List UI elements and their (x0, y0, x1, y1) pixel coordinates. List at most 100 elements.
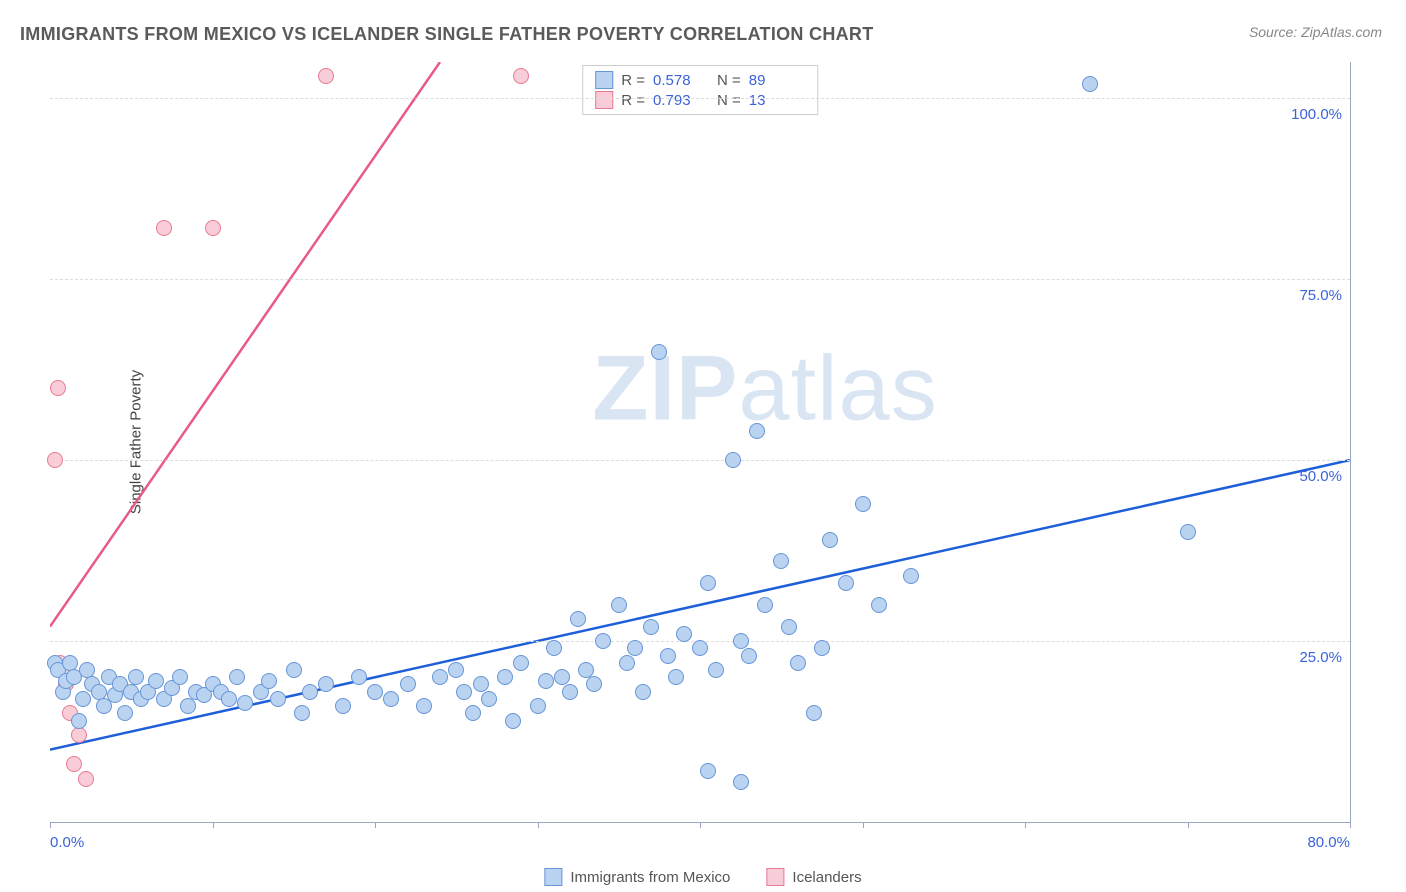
legend-R-label: R = (621, 72, 645, 89)
y-tick-label: 50.0% (1299, 468, 1342, 485)
scatter-point (822, 532, 838, 548)
scatter-point (286, 662, 302, 678)
scatter-point (117, 705, 133, 721)
scatter-point (586, 676, 602, 692)
scatter-point (473, 676, 489, 692)
legend-label: Icelanders (792, 869, 861, 886)
legend-swatch (595, 91, 613, 109)
scatter-point (635, 684, 651, 700)
scatter-point (733, 633, 749, 649)
scatter-point (497, 669, 513, 685)
scatter-point (790, 655, 806, 671)
legend-swatch (544, 868, 562, 886)
scatter-point (838, 575, 854, 591)
legend-N-value: 13 (749, 92, 805, 109)
x-tick-mark (213, 822, 214, 828)
scatter-point (261, 673, 277, 689)
scatter-point (1180, 524, 1196, 540)
scatter-point (562, 684, 578, 700)
scatter-point (676, 626, 692, 642)
source-attribution: Source: ZipAtlas.com (1249, 24, 1382, 40)
scatter-point (814, 640, 830, 656)
scatter-point (871, 597, 887, 613)
scatter-point (318, 676, 334, 692)
legend-R-value: 0.793 (653, 92, 709, 109)
scatter-point (595, 633, 611, 649)
scatter-point (903, 568, 919, 584)
x-tick-mark (538, 822, 539, 828)
scatter-point (302, 684, 318, 700)
scatter-point (692, 640, 708, 656)
y-tick-label: 25.0% (1299, 649, 1342, 666)
scatter-point (172, 669, 188, 685)
scatter-point (128, 669, 144, 685)
correlation-legend: R = 0.578 N = 89 R = 0.793 N = 13 (582, 65, 818, 115)
x-tick-mark (1025, 822, 1026, 828)
scatter-point (781, 619, 797, 635)
scatter-point (237, 695, 253, 711)
scatter-point (627, 640, 643, 656)
scatter-point (700, 763, 716, 779)
gridline (50, 98, 1350, 99)
scatter-point (456, 684, 472, 700)
legend-swatch (766, 868, 784, 886)
scatter-point (749, 423, 765, 439)
legend-N-label: N = (717, 92, 741, 109)
scatter-point (383, 691, 399, 707)
scatter-point (773, 553, 789, 569)
x-tick-mark (863, 822, 864, 828)
scatter-point (619, 655, 635, 671)
scatter-point (205, 220, 221, 236)
scatter-point (47, 452, 63, 468)
legend-N-value: 89 (749, 72, 805, 89)
gridline (50, 460, 1350, 461)
scatter-point (335, 698, 351, 714)
legend-N-label: N = (717, 72, 741, 89)
legend-label: Immigrants from Mexico (570, 869, 730, 886)
x-tick-mark (700, 822, 701, 828)
scatter-point (505, 713, 521, 729)
scatter-point (416, 698, 432, 714)
scatter-point (400, 676, 416, 692)
scatter-plot: Single Father Poverty ZIPatlas R =0.578N… (50, 62, 1351, 823)
legend-row: R = 0.578 N = 89 (595, 70, 805, 90)
x-tick-mark (1350, 822, 1351, 828)
scatter-point (570, 611, 586, 627)
scatter-point (513, 655, 529, 671)
legend-swatch (595, 71, 613, 89)
scatter-point (351, 669, 367, 685)
scatter-point (611, 597, 627, 613)
scatter-point (1082, 76, 1098, 92)
scatter-point (855, 496, 871, 512)
scatter-point (554, 669, 570, 685)
scatter-point (71, 727, 87, 743)
x-tick-mark (375, 822, 376, 828)
scatter-point (367, 684, 383, 700)
scatter-point (465, 705, 481, 721)
scatter-point (578, 662, 594, 678)
scatter-point (78, 771, 94, 787)
scatter-point (733, 774, 749, 790)
scatter-point (148, 673, 164, 689)
scatter-point (708, 662, 724, 678)
x-tick-mark (1188, 822, 1189, 828)
scatter-point (448, 662, 464, 678)
scatter-point (668, 669, 684, 685)
legend-R-value: 0.578 (653, 72, 709, 89)
scatter-point (318, 68, 334, 84)
legend-R-label: R = (621, 92, 645, 109)
legend-row: R = 0.793 N = 13 (595, 90, 805, 110)
x-tick-label: 0.0% (50, 834, 84, 851)
scatter-point (156, 220, 172, 236)
scatter-point (757, 597, 773, 613)
y-tick-label: 75.0% (1299, 287, 1342, 304)
scatter-point (294, 705, 310, 721)
scatter-point (530, 698, 546, 714)
scatter-point (741, 648, 757, 664)
legend-item: Immigrants from Mexico (544, 868, 730, 886)
scatter-point (725, 452, 741, 468)
scatter-point (270, 691, 286, 707)
scatter-point (432, 669, 448, 685)
scatter-point (700, 575, 716, 591)
scatter-point (71, 713, 87, 729)
